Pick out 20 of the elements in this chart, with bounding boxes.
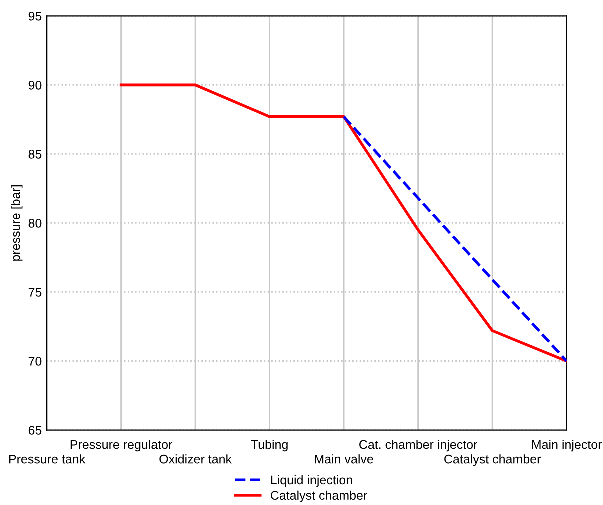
y-tick-label: 95: [28, 12, 42, 21]
x-tick-label: Main valve: [315, 454, 374, 464]
line-series: [342, 116, 567, 363]
legend-label: Catalyst chamber: [271, 490, 368, 502]
y-tick-label: 85: [28, 150, 42, 159]
x-tick-label: Catalyst chamber: [444, 454, 541, 466]
legend-label: Liquid injection: [271, 475, 352, 488]
x-tick-label: Main injector: [532, 440, 602, 452]
y-tick-label: 75: [28, 288, 42, 297]
y-tick-label: 65: [28, 426, 42, 435]
x-tick-label: Pressure regulator: [70, 440, 172, 452]
y-tick-label: 90: [28, 80, 42, 90]
line-series: [120, 84, 567, 363]
x-tick-label: Cat. chamber injector: [360, 440, 478, 452]
y-tick-label: 80: [28, 219, 42, 228]
y-tick-label: 70: [28, 357, 42, 366]
x-tick-label: Pressure tank: [10, 454, 86, 464]
x-tick-label: Tubing: [251, 440, 288, 452]
x-tick-label: Oxidizer tank: [160, 454, 232, 464]
y-axis-title: pressure [bar]: [11, 186, 23, 261]
